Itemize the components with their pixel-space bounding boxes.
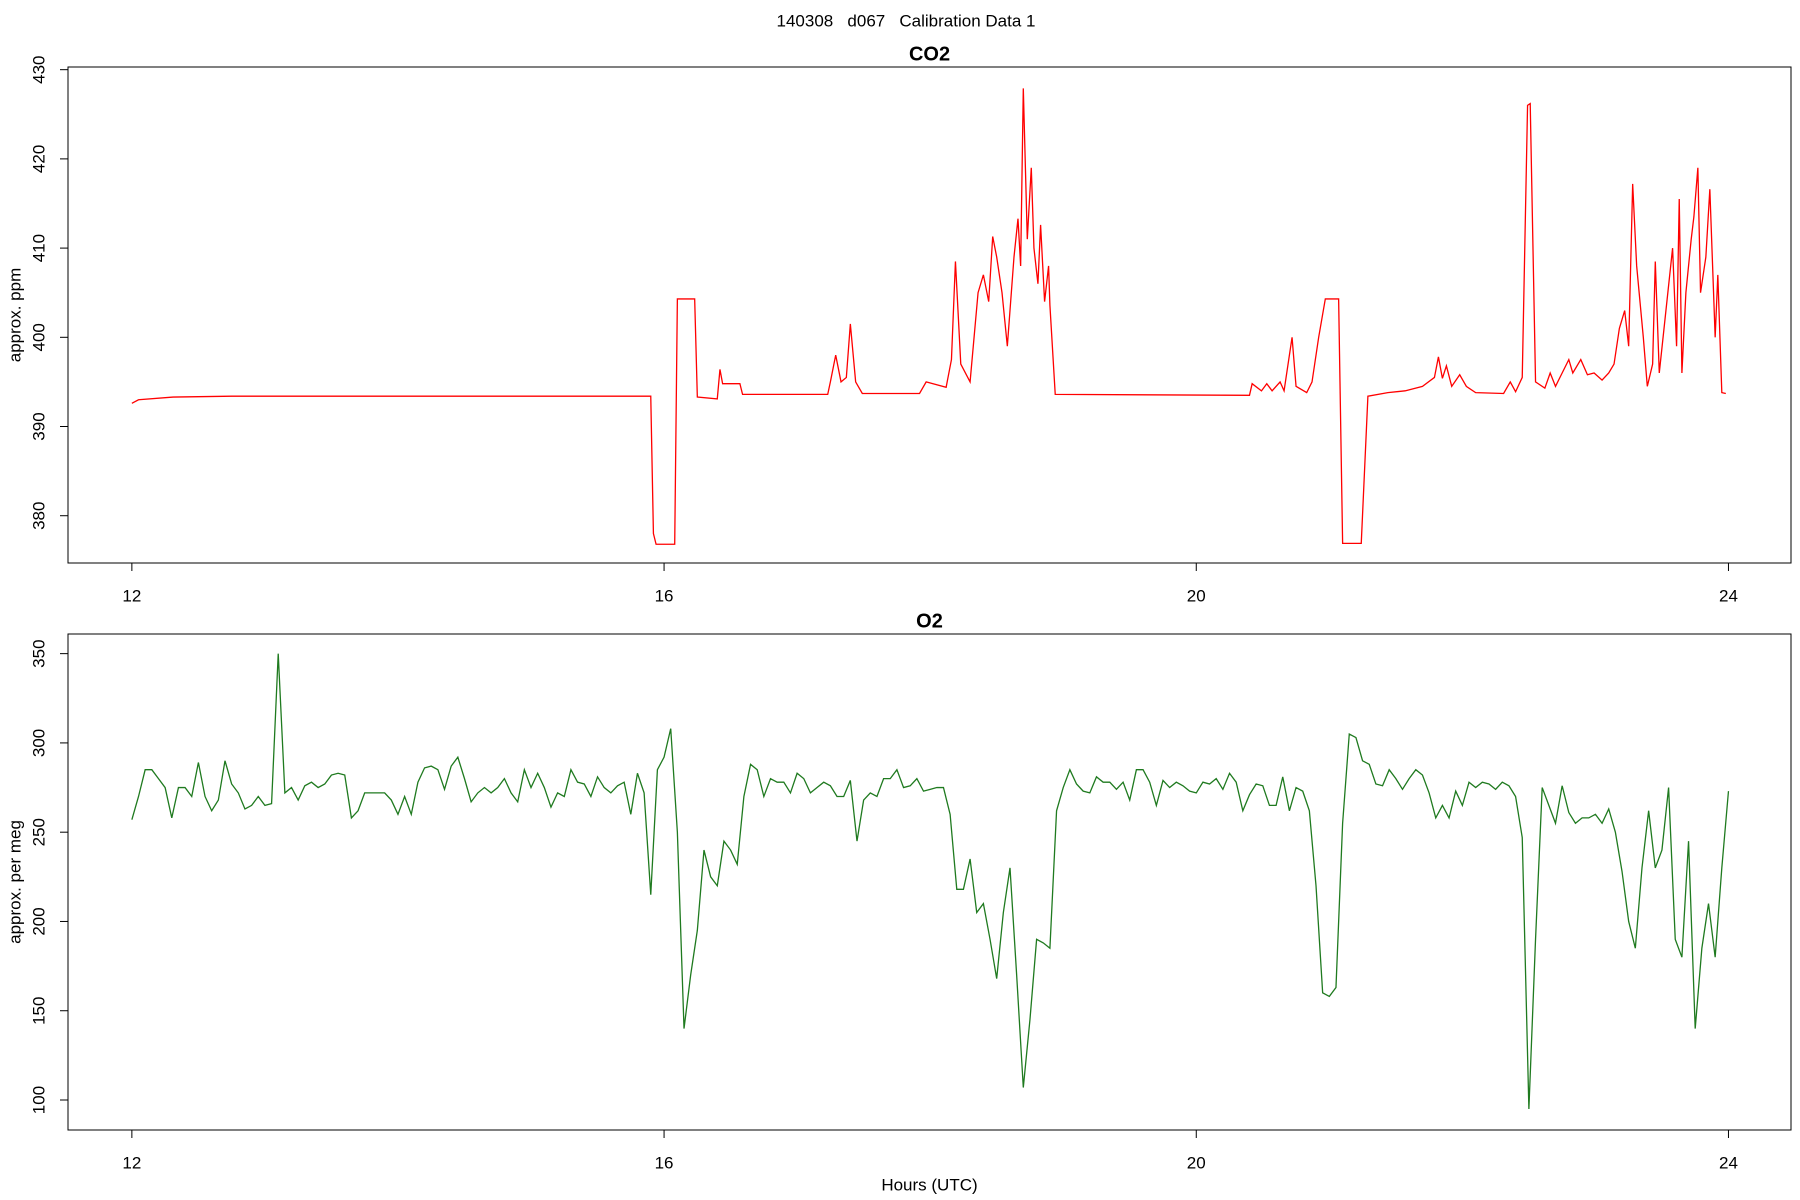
x-tick-label: 16: [655, 1153, 674, 1172]
y-axis-label: approx. ppm: [5, 268, 24, 363]
x-tick-label: 20: [1187, 1153, 1206, 1172]
y-tick-label: 250: [29, 818, 48, 846]
y-tick-label: 390: [29, 412, 48, 440]
x-tick-label: 20: [1187, 586, 1206, 605]
x-axis-label: Hours (UTC): [881, 1175, 977, 1194]
y-tick-label: 420: [29, 145, 48, 173]
x-tick-label: 12: [122, 586, 141, 605]
y-tick-label: 430: [29, 55, 48, 83]
y-tick-label: 150: [29, 997, 48, 1025]
y-axis-label: approx. per meg: [5, 820, 24, 944]
y-tick-label: 410: [29, 234, 48, 262]
y-tick-label: 200: [29, 907, 48, 935]
figure-title: 140308 d067 Calibration Data 1: [777, 11, 1036, 30]
y-tick-label: 380: [29, 502, 48, 530]
panel-title: CO2: [909, 43, 950, 65]
x-tick-label: 24: [1719, 586, 1738, 605]
y-tick-label: 350: [29, 639, 48, 667]
y-tick-label: 100: [29, 1086, 48, 1114]
x-tick-label: 24: [1719, 1153, 1738, 1172]
panel-title: O2: [916, 610, 943, 632]
x-tick-label: 16: [655, 586, 674, 605]
y-tick-label: 300: [29, 729, 48, 757]
y-tick-label: 400: [29, 323, 48, 351]
data-line: [131, 653, 1730, 1109]
x-tick-label: 12: [122, 1153, 141, 1172]
data-line: [131, 88, 1726, 545]
